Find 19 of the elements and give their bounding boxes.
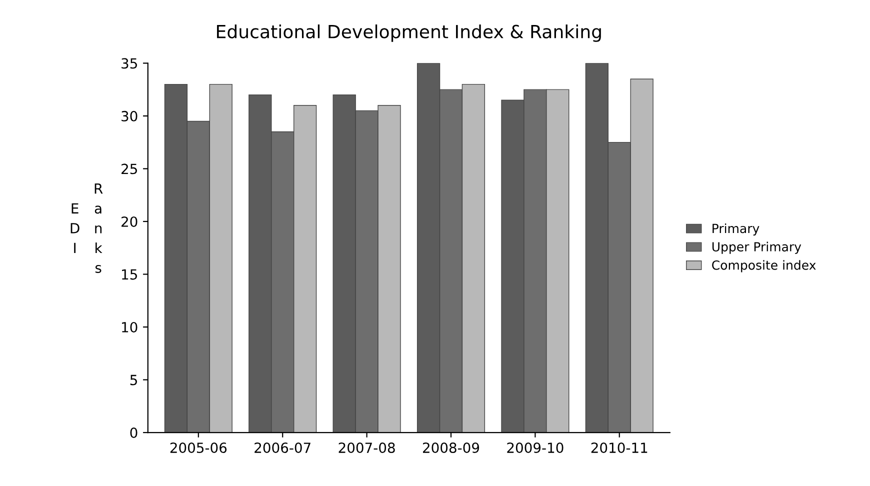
y-tick-label: 10	[122, 322, 138, 332]
x-tick-label: 2009-10	[507, 442, 564, 454]
y-tick-label: 20	[122, 216, 138, 227]
x-tick-label: 2007-08	[338, 442, 395, 454]
y-tick-label: 15	[122, 269, 137, 280]
x-tick-label: 2005-06	[170, 442, 227, 454]
legend-label: Composite index	[712, 260, 816, 272]
x-tick-label: 2008-09	[423, 442, 480, 454]
legend-label: Primary	[712, 223, 760, 236]
y-tick-label: 30	[122, 110, 138, 122]
y-tick-label: 35	[122, 58, 137, 69]
y-tick-label: 25	[122, 164, 137, 174]
chart-title: Educational Development Index & Ranking	[217, 24, 601, 42]
y-tick-label: 0	[130, 428, 138, 438]
text: EDI Ranks	[70, 184, 103, 273]
x-tick-label: 2010-11	[591, 442, 648, 454]
y-tick-label: 5	[130, 374, 137, 386]
x-tick-label: 2006-07	[254, 442, 310, 454]
legend-label: Upper Primary	[712, 242, 802, 254]
